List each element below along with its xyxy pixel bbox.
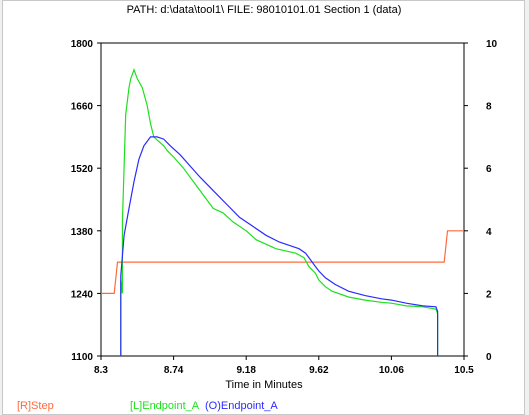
legend-item-2: (O)Endpoint_A (205, 400, 278, 412)
left-tick-label: 1660 (71, 102, 94, 113)
chart-title: PATH: d:\data\tool1\ FILE: 98010101.01 S… (127, 4, 402, 16)
x-tick-label: 8.3 (94, 365, 108, 376)
right-tick-label: 10 (486, 39, 498, 50)
chart: PATH: d:\data\tool1\ FILE: 98010101.01 S… (17, 4, 498, 412)
x-tick-label: 9.18 (236, 365, 256, 376)
x-tick-label: 8.74 (164, 365, 184, 376)
series-group (101, 68, 464, 356)
right-tick-label: 2 (486, 289, 492, 300)
left-tick-label: 1100 (71, 352, 93, 363)
x-tick-label: 10.5 (454, 365, 474, 376)
right-tick-label: 4 (486, 227, 492, 238)
left-axis: 1100 1240 1380 1520 1660 1800 (71, 39, 101, 363)
plot-area (100, 42, 465, 357)
legend-item-1: [L]Endpoint_A (130, 400, 200, 412)
right-tick-label: 8 (486, 102, 492, 113)
series-line-1 (120, 68, 439, 356)
left-tick-label: 1520 (71, 164, 94, 175)
legend: [R]Step [L]Endpoint_A (O)Endpoint_A (17, 400, 278, 412)
left-tick-label: 1800 (71, 39, 94, 50)
series-line-2 (120, 136, 439, 356)
x-axis: 8.3 8.74 9.18 9.62 10.06 10.5 (94, 356, 474, 376)
right-axis: 0 2 4 6 8 10 (464, 39, 498, 363)
left-tick-label: 1240 (71, 289, 94, 300)
x-tick-label: 10.06 (379, 365, 404, 376)
x-axis-label: Time in Minutes (225, 379, 303, 391)
right-tick-label: 6 (486, 164, 492, 175)
x-tick-label: 9.62 (309, 365, 329, 376)
series-line-0 (101, 230, 464, 294)
legend-item-0: [R]Step (17, 400, 54, 412)
left-tick-label: 1380 (71, 227, 94, 238)
right-tick-label: 0 (486, 352, 492, 363)
